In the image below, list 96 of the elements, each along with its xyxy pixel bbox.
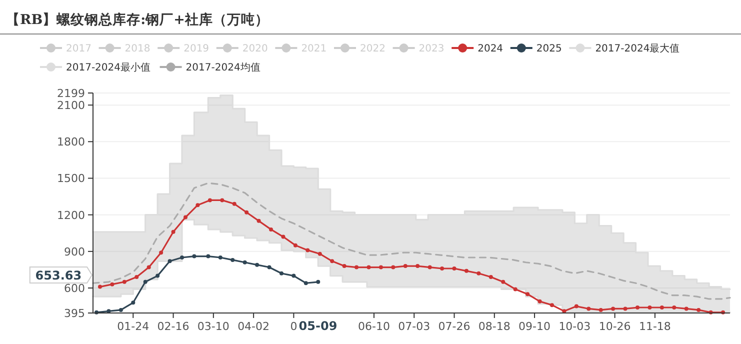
point [501,280,506,284]
point [122,280,126,284]
y-tick-label: 1200 [57,208,85,222]
point [488,275,493,280]
x-tick-label: 02-16 [157,320,190,333]
point [513,287,518,292]
point [156,274,160,278]
point [230,258,235,262]
point [279,271,284,276]
point [110,282,114,286]
point [134,275,139,280]
text: 05-09 [298,319,338,333]
chart-title: 【RB】螺纹钢总库存:钢厂+社库（万吨） [6,11,269,28]
point [550,303,554,308]
point [672,306,676,310]
y-tick-label: 395 [64,307,85,320]
legend-label: 2017-2024最小值 [66,62,151,74]
x-tick-label: 10-03 [558,320,591,333]
point [623,306,628,311]
point [342,264,346,268]
point [330,259,334,264]
point [598,308,603,312]
point [220,198,224,202]
x-tick-label: 11-18 [638,320,671,333]
point [476,271,481,276]
point [183,215,188,220]
point [538,299,542,304]
point [464,268,468,273]
point [452,266,456,270]
text: 653.63 [35,268,82,282]
line-series [92,182,731,300]
point [293,243,298,248]
point [403,264,408,268]
point [269,227,274,232]
x-tick-label: 09-10 [518,320,551,333]
point [206,254,210,258]
point [391,265,396,270]
legend-label: 2017-2024最大值 [595,42,680,54]
x-tick-label: 07-26 [438,320,470,333]
x-tick-label: 06-10 [358,320,390,333]
point [292,274,296,278]
point [660,306,664,310]
point [526,292,530,296]
point [218,256,222,260]
point [316,280,320,284]
point [242,260,247,264]
y-tick-label: 900 [64,245,85,258]
point [574,304,578,308]
point [586,306,591,311]
point [416,264,420,268]
y-tick-label: 1800 [57,136,85,149]
point [208,198,212,202]
point [244,210,249,214]
point [378,265,383,270]
point [636,306,640,310]
point [159,250,164,255]
y-tick-label: 2100 [57,99,85,112]
y-tick-label: 2199 [57,87,85,100]
x-tick-label: 01-24 [117,320,150,333]
legend-label: 2024 [478,44,504,54]
point [143,280,148,284]
point [255,262,260,267]
point [354,265,359,270]
x-tick-label: 08-18 [478,320,510,333]
point [318,252,322,256]
x-tick-label: 0 [290,320,298,333]
point [256,218,261,223]
x-tick-label: 03-10 [197,320,230,333]
y-tick-label: 1500 [57,172,85,186]
point [648,306,652,310]
point [428,265,432,270]
point [684,306,688,311]
point [696,308,701,312]
legend-label: 2017-2024均值 [186,62,260,74]
legend-label: 2025 [536,44,562,54]
point [267,265,272,270]
y-tick-label: 600 [64,282,85,295]
point [192,254,196,258]
x-tick-label: 04-02 [238,320,270,333]
point [168,259,172,264]
point [306,248,310,252]
point [118,308,123,312]
point [611,306,616,311]
point [440,266,444,270]
x-tick-label: 10-26 [598,320,631,333]
point [281,234,286,239]
point [196,203,200,208]
point [232,202,236,206]
point [146,265,151,270]
point [180,256,184,260]
point [304,281,308,286]
point [131,300,136,305]
point [171,230,176,234]
x-tick-label: 07-03 [398,320,430,333]
point [98,284,102,289]
point [366,265,371,270]
